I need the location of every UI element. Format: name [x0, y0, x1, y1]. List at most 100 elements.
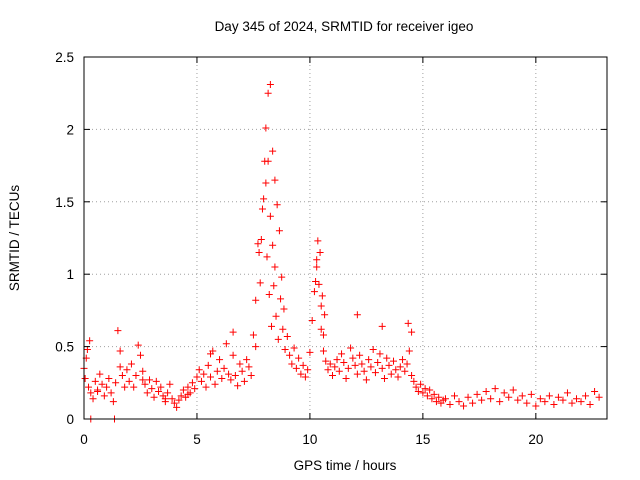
data-point: [326, 360, 334, 368]
data-point: [254, 240, 262, 248]
data-point: [563, 389, 571, 397]
data-point: [252, 343, 260, 351]
grid-lines: [84, 57, 607, 419]
data-point: [312, 277, 320, 285]
data-point: [349, 354, 357, 362]
data-point: [430, 390, 438, 398]
data-point: [319, 347, 327, 355]
data-point: [396, 363, 404, 371]
data-point: [114, 327, 122, 335]
data-point: [591, 387, 599, 395]
data-point: [265, 290, 273, 298]
data-point: [412, 383, 420, 391]
data-point: [136, 351, 144, 359]
data-point: [408, 328, 416, 336]
data-point: [278, 273, 286, 281]
data-point: [392, 366, 400, 374]
data-point: [487, 395, 495, 403]
data-point: [130, 383, 138, 391]
data-point: [347, 344, 355, 352]
data-point: [313, 263, 321, 271]
data-point: [179, 386, 187, 394]
data-point: [356, 351, 364, 359]
data-point: [164, 389, 172, 397]
data-point: [266, 212, 274, 220]
data-point: [118, 372, 126, 380]
data-point: [414, 387, 422, 395]
data-point: [83, 345, 91, 353]
data-point: [297, 370, 305, 378]
data-point: [329, 372, 337, 380]
data-point: [262, 179, 270, 187]
data-point: [132, 372, 140, 380]
data-point: [234, 382, 242, 390]
data-point: [290, 344, 298, 352]
data-point: [559, 396, 567, 404]
data-point: [280, 305, 288, 313]
data-point: [213, 367, 221, 375]
data-point: [255, 248, 263, 256]
data-point: [369, 345, 377, 353]
data-point: [586, 401, 594, 409]
data-point: [166, 380, 174, 388]
data-point: [390, 357, 398, 365]
data-point: [105, 374, 113, 382]
data-point: [399, 356, 407, 364]
data-point: [317, 302, 325, 310]
data-point: [116, 347, 124, 355]
data-point: [146, 376, 154, 384]
data-point: [344, 364, 352, 372]
data-point: [216, 356, 224, 364]
y-axis-label: SRMTID / TECUs: [7, 185, 22, 292]
data-point: [94, 387, 102, 395]
data-point: [317, 325, 325, 333]
data-point: [229, 328, 237, 336]
data-point: [455, 398, 463, 406]
data-point: [582, 392, 590, 400]
x-tick-label: 0: [80, 432, 88, 447]
data-point: [188, 379, 196, 387]
data-point: [491, 385, 499, 393]
data-point: [404, 319, 412, 327]
data-point: [464, 393, 472, 401]
data-point: [324, 366, 332, 374]
data-point: [274, 335, 282, 343]
data-point: [191, 385, 199, 393]
data-point: [446, 401, 454, 409]
data-point: [523, 399, 531, 407]
data-point: [536, 395, 544, 403]
data-point: [87, 389, 95, 397]
data-point: [306, 348, 314, 356]
data-point: [273, 201, 281, 209]
data-point: [141, 380, 149, 388]
data-point: [478, 396, 486, 404]
data-point: [288, 360, 296, 368]
data-point: [200, 370, 208, 378]
data-point: [541, 398, 549, 406]
data-point: [441, 395, 449, 403]
data-point: [229, 351, 237, 359]
data-point: [256, 279, 264, 287]
data-point: [417, 380, 425, 388]
data-point: [514, 396, 522, 404]
data-point: [150, 393, 158, 401]
data-point: [85, 383, 93, 391]
data-point: [279, 325, 287, 333]
data-point: [184, 390, 192, 398]
data-point: [322, 357, 330, 365]
data-point: [473, 390, 481, 398]
data-point: [195, 366, 203, 374]
y-tick-label: 1: [66, 267, 74, 282]
data-point: [410, 377, 418, 385]
data-point: [482, 387, 490, 395]
data-point: [211, 380, 219, 388]
data-point: [319, 331, 327, 339]
data-point: [421, 385, 429, 393]
data-point: [316, 248, 324, 256]
data-point: [264, 89, 272, 97]
data-point: [197, 377, 205, 385]
data-point: [313, 256, 321, 264]
data-point: [423, 392, 431, 400]
data-point: [109, 398, 117, 406]
